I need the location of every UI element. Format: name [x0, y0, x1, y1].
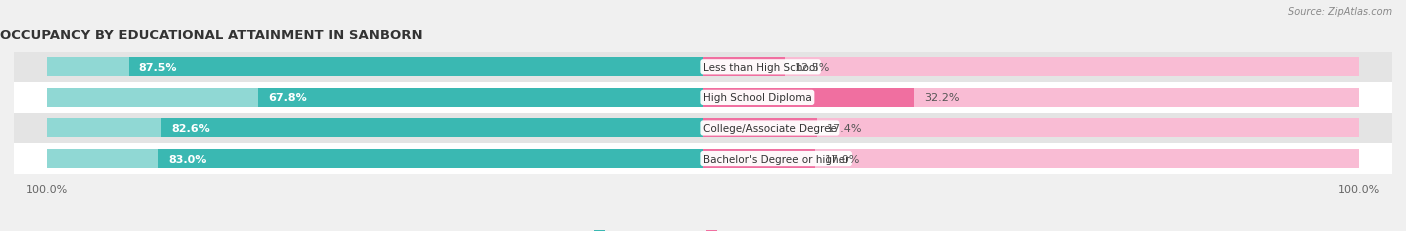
Bar: [703, 88, 1360, 107]
Legend: Owner-occupied, Renter-occupied: Owner-occupied, Renter-occupied: [589, 225, 817, 231]
Bar: [703, 119, 817, 138]
Bar: [14, 83, 1392, 113]
Bar: [162, 119, 703, 138]
Text: High School Diploma: High School Diploma: [703, 93, 811, 103]
Bar: [703, 119, 1360, 138]
Text: 17.0%: 17.0%: [824, 154, 859, 164]
Bar: [46, 149, 703, 168]
Text: Source: ZipAtlas.com: Source: ZipAtlas.com: [1288, 7, 1392, 17]
Bar: [14, 52, 1392, 83]
Bar: [14, 144, 1392, 174]
Bar: [703, 58, 1360, 77]
Bar: [703, 58, 785, 77]
Bar: [14, 113, 1392, 144]
Text: Bachelor's Degree or higher: Bachelor's Degree or higher: [703, 154, 849, 164]
Bar: [703, 88, 914, 107]
Bar: [129, 58, 703, 77]
Text: 82.6%: 82.6%: [172, 123, 209, 133]
Bar: [46, 58, 703, 77]
Bar: [46, 88, 703, 107]
Text: 17.4%: 17.4%: [827, 123, 862, 133]
Bar: [259, 88, 703, 107]
Bar: [703, 149, 1360, 168]
Text: 32.2%: 32.2%: [924, 93, 960, 103]
Bar: [159, 149, 703, 168]
Text: 12.5%: 12.5%: [794, 63, 830, 73]
Text: Less than High School: Less than High School: [703, 63, 818, 73]
Text: 67.8%: 67.8%: [269, 93, 307, 103]
Bar: [46, 119, 703, 138]
Bar: [703, 149, 814, 168]
Text: College/Associate Degree: College/Associate Degree: [703, 123, 837, 133]
Text: OCCUPANCY BY EDUCATIONAL ATTAINMENT IN SANBORN: OCCUPANCY BY EDUCATIONAL ATTAINMENT IN S…: [0, 29, 423, 42]
Text: 83.0%: 83.0%: [169, 154, 207, 164]
Text: 87.5%: 87.5%: [139, 63, 177, 73]
